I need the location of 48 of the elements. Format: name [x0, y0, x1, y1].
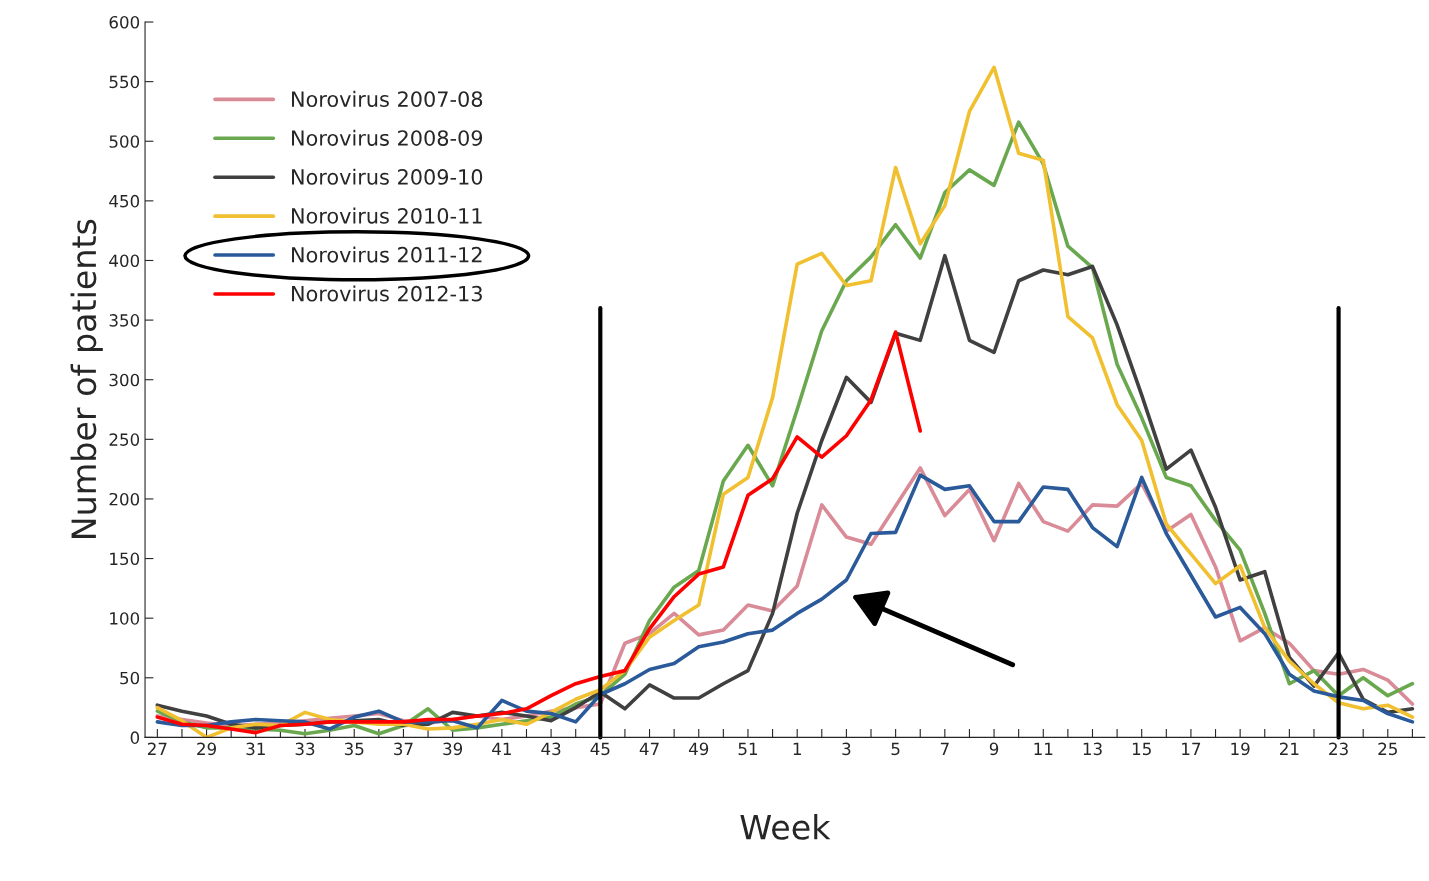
y-tick-label: 600 — [109, 15, 140, 29]
x-axis-title: Week — [740, 813, 831, 840]
y-tick-label: 50 — [120, 671, 140, 685]
y-tick-label: 100 — [110, 612, 140, 625]
x-tick-label: 5 — [891, 742, 900, 756]
y-tick-label: 0 — [130, 731, 140, 744]
x-tick-label: 21 — [1279, 742, 1299, 755]
x-tick-label: 35 — [344, 742, 364, 756]
x-tick-label: 27 — [147, 742, 167, 755]
x-tick-label: 31 — [246, 742, 265, 756]
legend-label: Norovirus 2011-12 — [292, 246, 482, 263]
y-tick-label: 450 — [109, 194, 140, 208]
x-tick-label: 7 — [940, 742, 949, 755]
x-tick-label: 19 — [1231, 742, 1250, 756]
x-tick-label: 15 — [1132, 742, 1151, 756]
legend-label: Norovirus 2012-13 — [292, 285, 482, 302]
x-tick-label: 43 — [541, 742, 561, 756]
legend-label: Norovirus 2008-09 — [292, 129, 483, 146]
x-tick-label: 23 — [1329, 742, 1348, 756]
x-tick-label: 49 — [688, 742, 709, 756]
x-tick-label: 45 — [590, 742, 610, 756]
x-tick-label: 1 — [793, 742, 801, 755]
y-tick-label: 500 — [109, 135, 140, 148]
x-tick-label: 47 — [639, 742, 659, 755]
x-tick-label: 41 — [492, 742, 511, 755]
x-tick-label: 51 — [738, 742, 758, 756]
x-tick-label: 11 — [1034, 742, 1053, 755]
y-axis-title: Number of patients — [70, 219, 103, 539]
legend-label: Norovirus 2009-10 — [292, 168, 483, 185]
y-tick-label: 150 — [110, 552, 140, 566]
y-tick-label: 350 — [109, 314, 140, 327]
x-tick-label: 37 — [394, 742, 413, 756]
x-tick-label: 9 — [989, 742, 999, 756]
x-tick-label: 39 — [443, 742, 463, 756]
y-tick-label: 250 — [109, 433, 140, 446]
y-tick-label: 400 — [109, 254, 140, 268]
x-tick-label: 3 — [842, 742, 851, 756]
x-tick-label: 25 — [1378, 742, 1397, 756]
y-tick-label: 200 — [109, 492, 140, 506]
x-tick-label: 29 — [197, 742, 216, 756]
x-tick-label: 17 — [1182, 742, 1201, 755]
y-tick-label: 300 — [109, 373, 140, 387]
x-tick-label: 13 — [1083, 742, 1102, 756]
y-tick-label: 550 — [109, 75, 140, 89]
x-tick-label: 33 — [295, 742, 315, 756]
legend-label: Norovirus 2010-11 — [292, 207, 482, 224]
line-series — [155, 330, 923, 735]
legend-label: Norovirus 2007-08 — [292, 90, 483, 107]
